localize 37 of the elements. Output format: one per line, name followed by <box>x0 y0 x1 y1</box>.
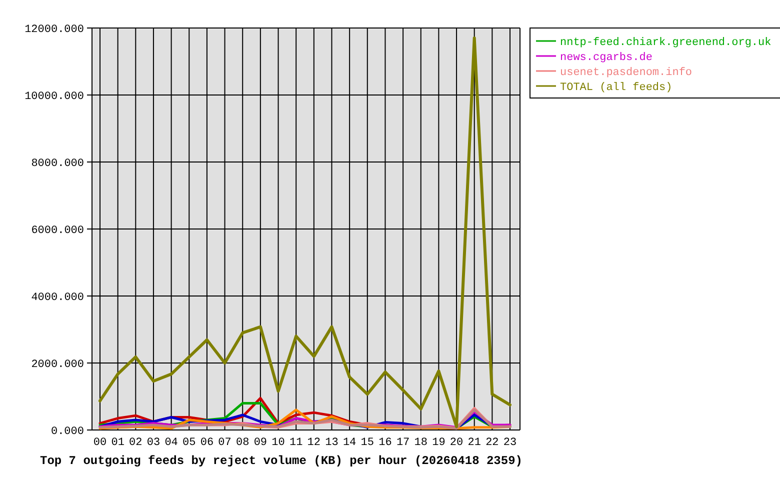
y-tick-label: 0.000 <box>50 426 84 438</box>
x-tick-label: 11 <box>289 437 304 449</box>
x-tick-label: 04 <box>164 437 178 449</box>
y-tick-label: 2000.000 <box>31 358 84 371</box>
x-tick-label: 06 <box>200 437 214 449</box>
x-tick-label: 22 <box>486 437 499 449</box>
x-tick-label: 00 <box>93 437 107 449</box>
x-tick-label: 16 <box>378 437 392 449</box>
x-tick-label: 10 <box>272 437 285 449</box>
x-tick-label: 20 <box>450 437 464 449</box>
y-tick-label: 4000.000 <box>31 292 84 304</box>
x-tick-label: 21 <box>468 437 482 449</box>
legend-label: news.cgarbs.de <box>560 52 652 64</box>
x-tick-label: 15 <box>360 437 374 449</box>
legend-label: TOTAL (all feeds) <box>560 82 672 94</box>
x-tick-label: 12 <box>307 437 321 449</box>
x-tick-label: 18 <box>414 437 428 449</box>
x-tick-label: 05 <box>182 437 196 449</box>
y-tick-label: 10000.000 <box>24 90 84 103</box>
x-tick-label: 19 <box>432 437 446 449</box>
legend-label: nntp-feed.chiark.greenend.org.uk <box>560 36 772 49</box>
y-tick-label: 6000.000 <box>31 224 84 237</box>
y-tick-label: 12000.000 <box>24 24 84 36</box>
x-tick-label: 17 <box>396 437 410 449</box>
x-tick-label: 03 <box>146 437 160 449</box>
line-series <box>98 36 512 428</box>
x-tick-label: 08 <box>236 437 250 449</box>
x-tick-label: 07 <box>218 437 232 449</box>
x-tick-label: 01 <box>111 437 125 449</box>
text: Top 7 outgoing feeds by reject volume (KB) per hour (20260418 2359) <box>40 454 522 468</box>
x-tick-label: 23 <box>503 437 517 449</box>
x-tick-label: 13 <box>325 437 338 449</box>
x-tick-label: 09 <box>254 437 268 449</box>
legend-label: usenet.pasdenom.info <box>560 66 692 79</box>
y-tick-label: 8000.000 <box>31 158 84 170</box>
x-tick-label: 14 <box>342 437 357 449</box>
x-tick-label: 02 <box>129 437 142 449</box>
